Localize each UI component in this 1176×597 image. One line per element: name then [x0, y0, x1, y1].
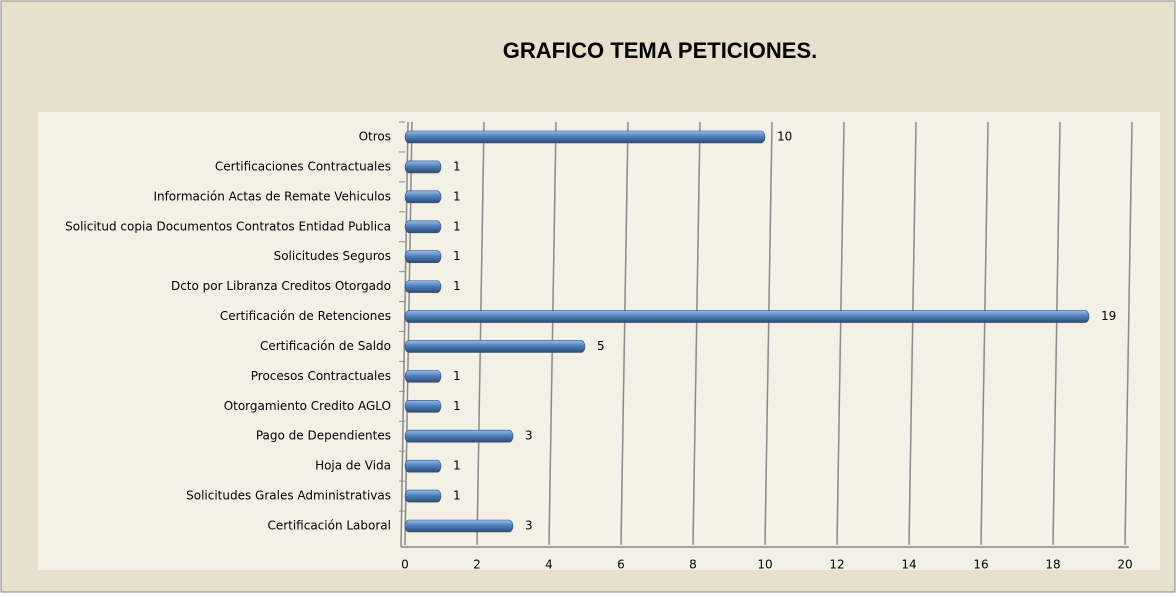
y-tick-label: Certificación de Retenciones	[220, 309, 391, 323]
data-label: 1	[453, 279, 461, 293]
grid-line	[764, 121, 773, 546]
y-tick-label: Otorgamiento Credito AGLO	[224, 399, 391, 413]
bar	[404, 340, 586, 353]
x-tick-label: 6	[617, 558, 625, 572]
y-tick-label: Información Actas de Remate Vehiculos	[153, 189, 391, 203]
grid-line	[1124, 121, 1133, 546]
grid-line	[908, 121, 917, 546]
data-label: 1	[453, 369, 461, 383]
data-label: 1	[453, 159, 461, 173]
data-label: 19	[1101, 309, 1116, 323]
plot-area	[38, 112, 1160, 570]
chart-title: GRAFICO TEMA PETICIONES.	[503, 38, 818, 63]
bar	[404, 250, 442, 263]
y-tick-label: Hoja de Vida	[315, 459, 391, 473]
x-tick-label: 8	[689, 558, 697, 572]
y-tick-label: Procesos Contractuales	[251, 369, 391, 383]
y-tick-label: Dcto por Libranza Creditos Otorgado	[171, 279, 391, 293]
bar	[404, 489, 442, 503]
data-label: 1	[453, 489, 461, 503]
x-tick-label: 2	[473, 558, 481, 572]
x-tick-label: 12	[829, 558, 844, 572]
x-tick-label: 20	[1117, 558, 1132, 572]
grid-line	[548, 121, 557, 546]
data-label: 10	[777, 130, 792, 144]
y-tick-label: Pago de Dependientes	[256, 429, 391, 443]
y-tick-label: Otros	[359, 130, 391, 144]
grid-line	[620, 121, 629, 546]
data-label: 3	[525, 519, 533, 533]
bar	[404, 400, 442, 413]
x-tick-label: 10	[757, 558, 772, 572]
x-tick-label: 18	[1045, 558, 1060, 572]
data-label: 1	[453, 399, 461, 413]
y-tick-label: Certificación de Saldo	[260, 339, 391, 353]
data-label: 1	[453, 189, 461, 203]
bar	[404, 220, 442, 234]
y-tick-label: Solicitudes Seguros	[274, 249, 391, 263]
bar	[404, 370, 442, 383]
data-label: 1	[453, 219, 461, 233]
bar	[404, 519, 514, 533]
grid-line	[1052, 121, 1061, 546]
bar	[404, 310, 1090, 323]
bar	[404, 190, 442, 204]
bar	[404, 160, 442, 174]
data-label: 1	[453, 249, 461, 263]
data-label: 3	[525, 429, 533, 443]
data-label: 1	[453, 459, 461, 473]
y-tick-label: Certificación Laboral	[267, 519, 391, 533]
y-tick-label: Solicitudes Grales Administrativas	[186, 489, 391, 503]
bar	[404, 130, 766, 144]
y-tick-label: Certificaciones Contractuales	[215, 159, 391, 173]
data-label: 5	[597, 339, 605, 353]
x-tick-label: 0	[401, 558, 409, 572]
bar	[404, 459, 442, 473]
grid-line	[836, 121, 845, 546]
x-tick-label: 14	[901, 558, 916, 572]
bar	[404, 280, 442, 293]
bar	[404, 429, 514, 443]
grid-line	[980, 121, 989, 546]
grid-line	[692, 121, 701, 546]
x-tick-label: 4	[545, 558, 553, 572]
x-tick-label: 16	[973, 558, 988, 572]
grid-line	[476, 121, 485, 546]
y-tick-label: Solicitud copia Documentos Contratos Ent…	[65, 219, 391, 233]
